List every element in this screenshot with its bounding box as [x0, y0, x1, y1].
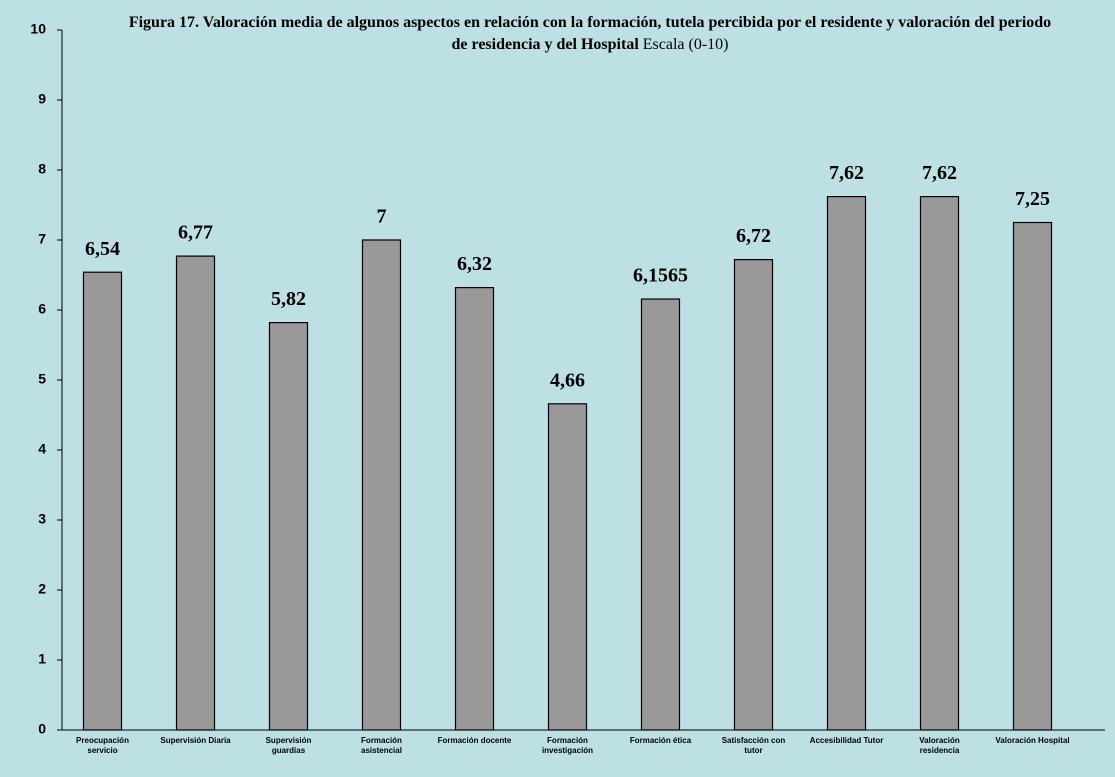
y-tick-label: 3 — [38, 511, 46, 527]
bar — [1012, 221, 1053, 731]
value-label: 4,66 — [550, 369, 585, 391]
x-tick-label: Formación asistencial — [361, 736, 402, 755]
y-tick-label: 6 — [38, 301, 46, 317]
y-tick-label: 1 — [38, 651, 46, 667]
value-label: 6,72 — [736, 225, 771, 247]
x-tick-label: Supervisión guardias — [265, 736, 312, 755]
value-label: 6,54 — [85, 238, 120, 260]
x-tick-label: Preocupación servicio — [76, 736, 129, 755]
value-label: 5,82 — [271, 288, 306, 310]
y-tick-label: 4 — [38, 441, 46, 457]
x-tick-label: Valoración Hospital — [995, 736, 1070, 745]
value-label: 7 — [377, 206, 387, 228]
bar — [82, 271, 123, 731]
bar — [268, 322, 309, 731]
bar — [640, 298, 681, 731]
x-tick-label: Formación investigación — [541, 736, 594, 755]
y-tick-label: 0 — [38, 721, 46, 737]
value-label: 7,25 — [1015, 188, 1050, 210]
y-tick-label: 5 — [38, 371, 46, 387]
x-tick-label: Supervisión Diaria — [160, 736, 231, 745]
value-label: 7,62 — [922, 162, 957, 184]
x-tick-label: Satisfacción con tutor — [721, 736, 786, 755]
y-tick-label: 10 — [30, 21, 46, 37]
x-tick-label: Valoración residencia — [919, 736, 960, 755]
bar — [733, 259, 774, 731]
chart-title: Figura 17. Valoración media de algunos a… — [128, 14, 1052, 53]
x-tick-label: Formación docente — [437, 736, 512, 745]
bar — [919, 196, 960, 731]
bar — [547, 403, 588, 731]
y-tick-label: 8 — [38, 161, 46, 177]
bar — [826, 196, 867, 731]
x-tick-label: Accesibilidad Tutor — [809, 736, 884, 745]
x-tick-label: Formación ética — [629, 736, 692, 745]
chart-subtitle: Escala (0-10) — [642, 36, 729, 53]
y-tick-label: 9 — [38, 91, 46, 107]
bar — [361, 239, 402, 731]
value-label: 6,1565 — [633, 265, 688, 287]
value-label: 6,77 — [178, 222, 213, 244]
value-label: 7,62 — [829, 162, 864, 184]
y-tick-label: 2 — [38, 581, 46, 597]
chart-title-block: Figura 17. Valoración media de algunos a… — [120, 12, 1060, 56]
value-label: 6,32 — [457, 253, 492, 275]
bar — [454, 287, 495, 731]
bar — [175, 255, 216, 731]
y-tick-label: 7 — [38, 231, 46, 247]
